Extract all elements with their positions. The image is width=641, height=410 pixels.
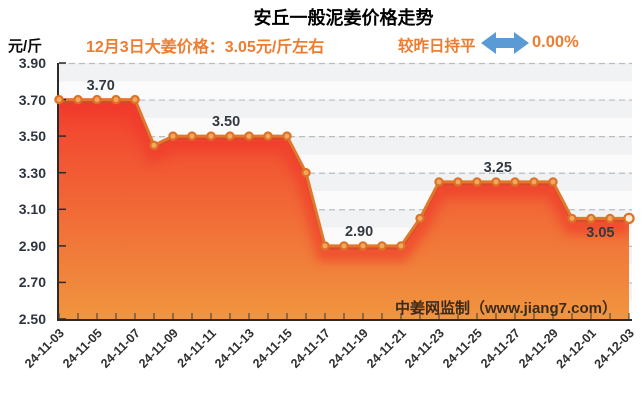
data-point-marker	[320, 241, 330, 251]
y-axis-unit-label: 元/斤	[8, 38, 43, 55]
data-point-marker	[510, 177, 520, 187]
point-value-label: 3.25	[483, 159, 512, 176]
data-point-marker	[339, 241, 349, 251]
data-point-marker	[605, 213, 615, 224]
y-axis-tick-label: 2.50	[18, 311, 46, 327]
data-point-marker	[149, 140, 159, 151]
vs-yesterday-label: 较昨日持平	[398, 38, 476, 55]
y-axis-tick-label: 3.50	[18, 128, 46, 145]
data-point-marker	[491, 177, 501, 187]
data-point-marker	[472, 177, 482, 187]
current-price-note: 12月3日大姜价格：3.05元/斤左右	[86, 39, 325, 56]
data-point-marker	[225, 131, 235, 141]
data-point-marker	[453, 177, 463, 187]
data-point-marker	[434, 177, 444, 187]
data-point-marker	[567, 213, 577, 224]
data-point-marker	[282, 131, 292, 141]
y-axis-tick-label: 3.10	[18, 201, 46, 218]
data-point-marker	[54, 94, 64, 105]
data-point-marker	[130, 94, 140, 105]
data-point-marker	[73, 94, 83, 105]
y-axis-tick-label: 3.70	[18, 91, 46, 108]
data-point-marker	[415, 213, 425, 224]
area-line-series	[54, 62, 635, 320]
data-point-marker	[206, 131, 216, 141]
data-point-marker	[92, 94, 102, 105]
y-axis-tick-label: 3.90	[18, 55, 46, 71]
y-axis-tick-label: 2.90	[18, 237, 46, 254]
data-point-marker	[586, 213, 596, 224]
area-fill	[59, 99, 629, 319]
data-point-marker	[377, 241, 387, 251]
data-point-marker	[396, 241, 406, 251]
data-point-marker	[529, 177, 539, 187]
data-point-marker	[111, 94, 121, 105]
data-point-marker	[187, 131, 197, 141]
point-value-label: 3.70	[86, 77, 115, 94]
y-axis-tick-label: 3.30	[18, 164, 46, 181]
watermark: 中姜网监制（www.jiang7.com）	[395, 300, 617, 317]
data-point-marker	[623, 212, 635, 225]
chart-title: 安丘一般泥姜价格走势	[253, 8, 434, 28]
data-point-marker	[301, 167, 311, 178]
data-point-marker	[168, 131, 178, 141]
data-point-marker	[548, 177, 558, 187]
data-point-marker	[263, 131, 273, 141]
data-point-marker	[358, 241, 368, 251]
y-axis-tick-label: 2.70	[18, 274, 46, 291]
flat-trend-arrow-icon	[480, 29, 530, 57]
change-percent-value: 0.00%	[532, 33, 579, 51]
plot-area: 中姜网监制（www.jiang7.com）	[54, 62, 635, 321]
point-value-label: 3.05	[586, 225, 615, 242]
point-value-label: 3.50	[211, 114, 241, 131]
data-point-marker	[244, 131, 254, 141]
left-right-arrow-icon	[481, 32, 529, 54]
point-value-label: 2.90	[344, 223, 374, 240]
